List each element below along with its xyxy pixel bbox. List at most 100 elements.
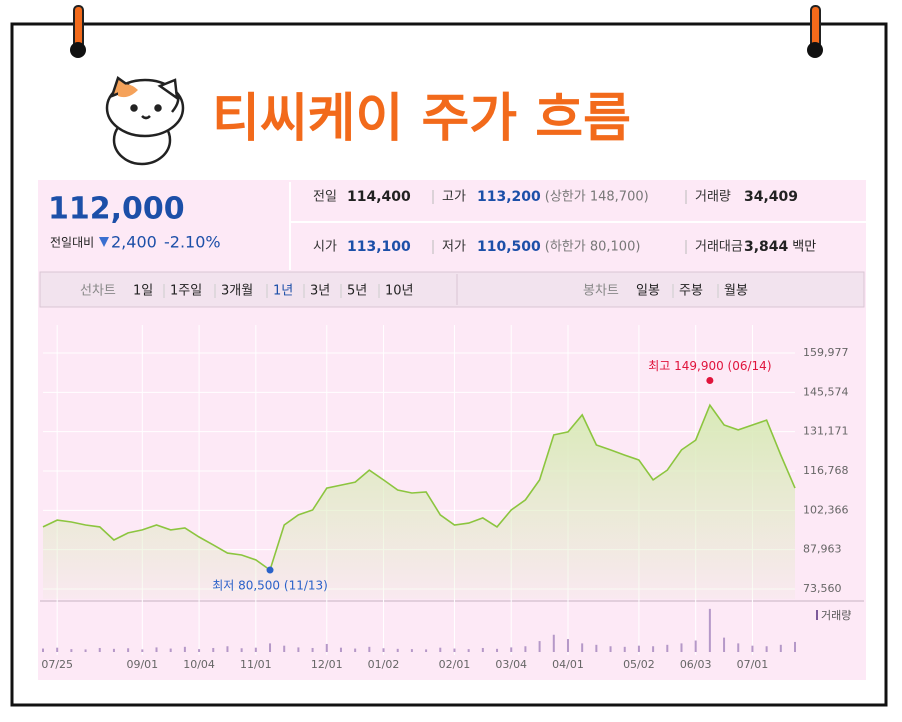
candle-tab[interactable]: 일봉 [636, 284, 660, 299]
extreme-label: 최저 80,500 (11/13) [212, 579, 328, 593]
volume-bar [84, 649, 87, 652]
period-tab[interactable]: 3년 [310, 284, 330, 299]
volume-bar [311, 647, 314, 652]
stat-label: 전일 [313, 190, 337, 205]
volume-bar [538, 641, 541, 652]
tab-group-label: 봉차트 [583, 284, 619, 299]
volume-bar [98, 647, 101, 652]
y-tick-label: 87,963 [803, 543, 842, 556]
volume-bar [183, 646, 186, 652]
stat-value: 3,844 [744, 239, 789, 255]
volume-bar [652, 646, 655, 652]
stat-value: 110,500 [477, 239, 541, 255]
change-label: 전일대비 [50, 236, 94, 250]
volume-bar [481, 647, 484, 652]
stat-unit: 백만 [792, 240, 816, 255]
volume-bar [169, 648, 172, 652]
stat-note: (상한가 148,700) [545, 190, 649, 205]
volume-bar [566, 639, 569, 652]
price-area [43, 405, 795, 599]
x-tick-label: 09/01 [126, 658, 158, 671]
y-tick-label: 131,171 [803, 425, 849, 438]
x-tick-label: 03/04 [495, 658, 527, 671]
x-tick-label: 04/01 [552, 658, 584, 671]
volume-bar [396, 648, 399, 652]
tab-group-label: 선차트 [80, 284, 116, 299]
candle-tab[interactable]: 월봉 [724, 284, 748, 299]
stat-value: 113,100 [347, 239, 411, 255]
down-icon [99, 237, 109, 247]
x-tick-label: 07/01 [737, 658, 769, 671]
volume-bar [708, 608, 711, 652]
volume-bar [765, 646, 768, 652]
period-tab[interactable]: 10년 [385, 284, 414, 299]
y-tick-label: 116,768 [803, 464, 849, 477]
candle-tab[interactable]: 주봉 [679, 284, 703, 299]
volume-legend: 거래량 [821, 609, 851, 622]
volume-bar [524, 646, 527, 652]
volume-bar [666, 644, 669, 652]
volume-bar [354, 648, 357, 652]
stat-label: 거래량 [695, 190, 731, 205]
y-tick-label: 102,366 [803, 503, 849, 516]
page-title: 티씨케이 주가 흐름 [212, 89, 631, 149]
volume-bar [425, 649, 428, 652]
period-tab[interactable]: 3개월 [221, 284, 253, 299]
volume-bar [368, 646, 371, 652]
period-tab[interactable]: 5년 [347, 284, 367, 299]
y-tick-label: 73,560 [803, 582, 842, 595]
tab-bar [39, 271, 865, 308]
pins [70, 5, 823, 58]
volume-bar [510, 647, 513, 652]
volume-bar [467, 649, 470, 652]
volume-bar [70, 649, 73, 652]
stat-value: 113,200 [477, 189, 541, 205]
volume-bar [595, 644, 598, 652]
volume-bar [127, 648, 130, 652]
volume-bar [42, 648, 44, 652]
volume-bar [325, 643, 328, 652]
y-tick-label: 145,574 [803, 385, 849, 398]
volume-bar [382, 648, 385, 652]
volume-bar [552, 634, 555, 652]
volume-bar [141, 649, 144, 652]
extreme-label: 최고 149,900 (06/14) [648, 359, 771, 373]
volume-bar [737, 643, 740, 652]
volume-bar [637, 645, 640, 652]
price: 112,000 [48, 192, 185, 227]
volume-bar [283, 645, 286, 652]
cat-illustration [105, 75, 185, 166]
x-tick-label: 10/04 [183, 658, 215, 671]
x-tick-label: 11/01 [240, 658, 272, 671]
volume-bar [112, 648, 115, 652]
stat-note: (하한가 80,100) [545, 240, 641, 255]
volume-legend-swatch [816, 610, 818, 620]
stat-label: 저가 [442, 240, 466, 255]
period-tab[interactable]: 1년 [273, 284, 293, 299]
x-tick-label: 12/01 [311, 658, 343, 671]
volume-bar [751, 645, 754, 652]
y-tick-label: 159,977 [803, 346, 849, 359]
volume-bar [155, 647, 158, 652]
volume-bar [453, 648, 456, 652]
volume-bar [212, 647, 215, 652]
volume-bar [779, 644, 782, 652]
volume-bar [623, 646, 626, 652]
volume-bar [496, 648, 499, 652]
volume-bar [410, 649, 413, 652]
volume-bar [723, 637, 726, 652]
extreme-marker [706, 377, 714, 385]
volume-bar [680, 643, 683, 652]
extreme-marker [266, 566, 274, 574]
volume-bar [240, 648, 243, 652]
period-tab[interactable]: 1주일 [170, 284, 202, 299]
price-line [42, 403, 796, 572]
volume-bar [269, 643, 272, 652]
volume-bar [56, 647, 59, 652]
stat-label: 고가 [442, 190, 466, 205]
x-tick-label: 07/25 [41, 658, 73, 671]
period-tab[interactable]: 1일 [133, 284, 153, 299]
x-tick-label: 01/02 [368, 658, 400, 671]
stat-value: 114,400 [347, 189, 411, 205]
volume-bar [439, 647, 442, 652]
